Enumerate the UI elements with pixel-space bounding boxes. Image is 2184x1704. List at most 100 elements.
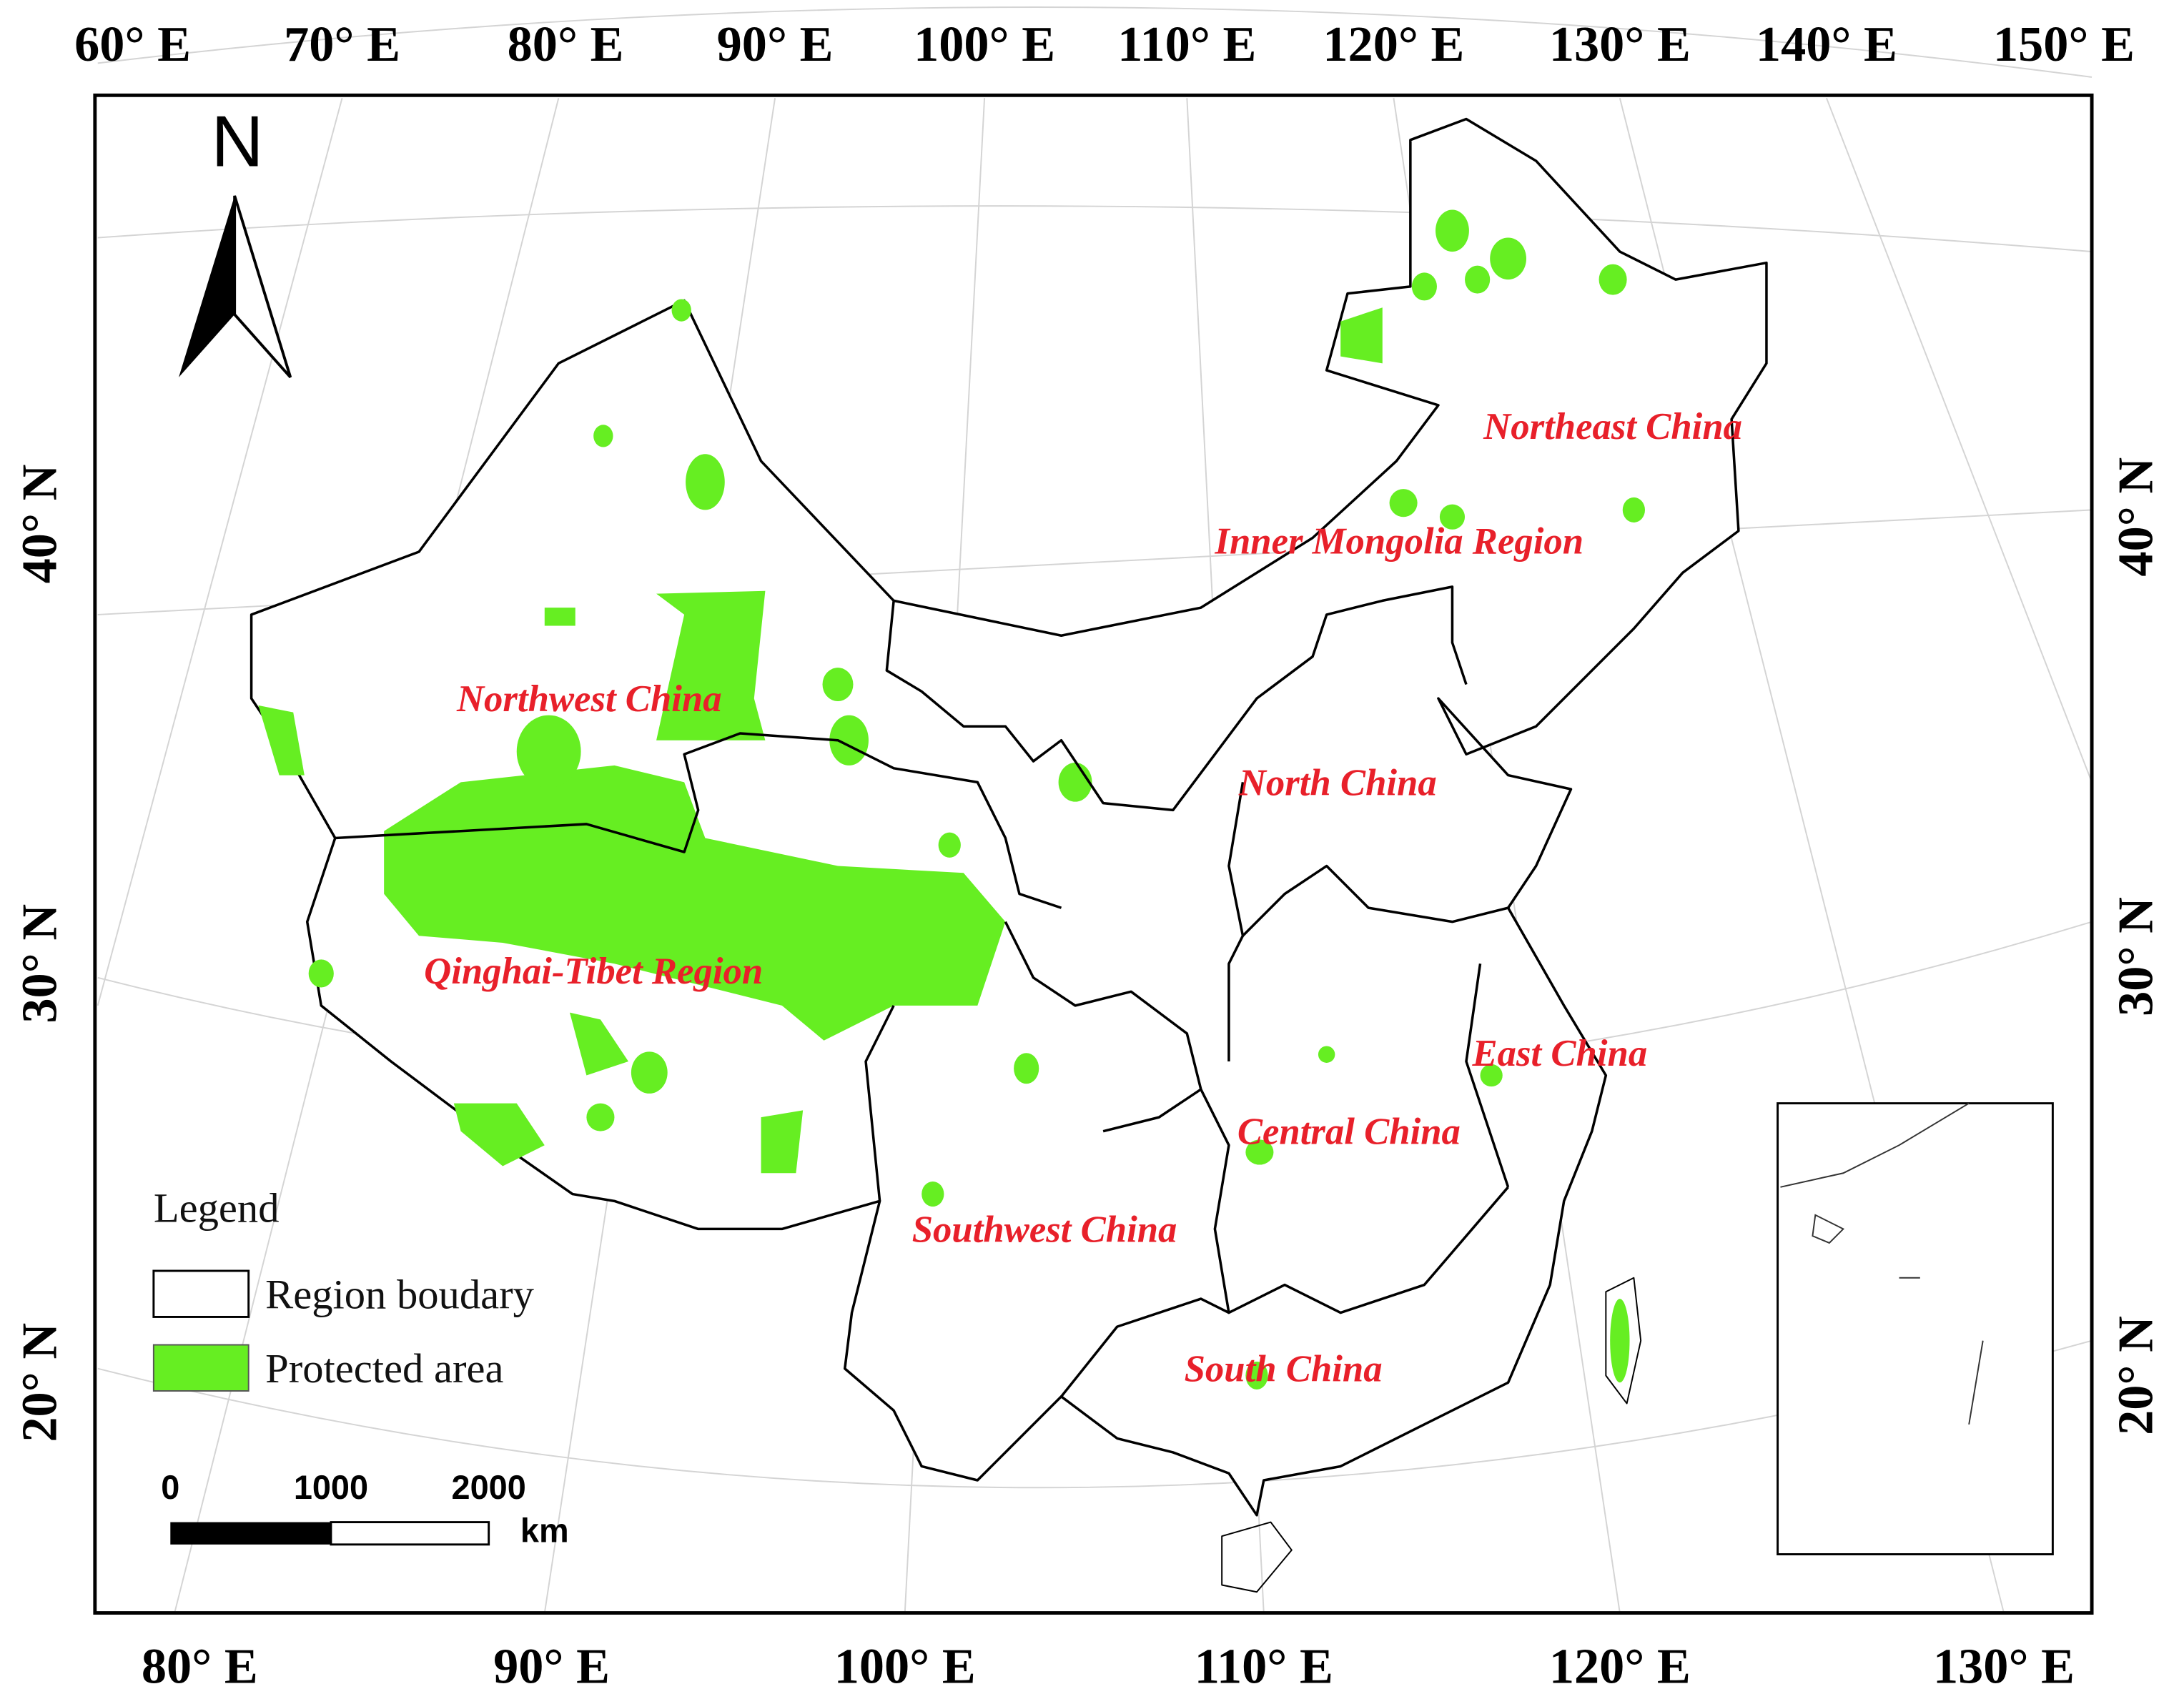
longitude-label: 80° E [142,1639,258,1695]
island [1605,1277,1642,1405]
longitude-label: 120° E [1323,16,1464,72]
protected-area [829,715,869,766]
legend-label: Protected area [265,1345,503,1392]
region-label: South China [1185,1349,1383,1390]
region-boundaries [335,585,1510,1397]
region-boundary [335,732,1062,909]
latitude-label: 40° N [2108,457,2164,577]
protected-area [1610,1299,1630,1383]
region-label: Inner Mongolia Region [1214,520,1583,562]
longitude-label: 110° E [1195,1639,1333,1695]
protected-areas [258,209,1646,1390]
protected-area [586,1103,615,1131]
protected-area [1465,265,1491,294]
inset-map [1777,1102,2054,1555]
scale-label: 2000 [452,1469,526,1506]
country-outline [249,117,1768,1517]
region-boundary [1227,935,1245,1061]
protected-area [1622,497,1646,523]
region-boundary [864,1005,895,1202]
protected-area [1245,1361,1268,1390]
protected-area [938,832,961,858]
scale-bar [330,1521,490,1546]
protected-area [569,1012,628,1076]
inset-outline [1780,1102,1984,1425]
graticule-line [97,6,2092,78]
region-boundary [1227,782,1509,937]
protected-area [1389,489,1418,517]
graticule-line [1826,97,2092,783]
protected-area [671,299,691,322]
protected-area [761,1110,804,1174]
protected-area [1480,1064,1503,1087]
protected-area [656,590,766,740]
longitude-label: 130° E [1933,1639,2075,1695]
longitude-label: 80° E [508,16,624,72]
protected-area [1318,1046,1335,1063]
protected-area [1436,209,1469,252]
region-label: Northwest China [456,678,722,720]
protected-area [1058,762,1092,802]
longitude-label: 100° E [914,16,1055,72]
longitude-label: 110° E [1117,16,1256,72]
longitude-label: 120° E [1549,1639,1691,1695]
longitude-label: 130° E [1549,16,1691,72]
protected-area [593,425,613,447]
protected-area [822,668,854,702]
region-label: Qinghai-Tibet Region [424,951,763,992]
protected-area [1599,264,1627,295]
scale-bar [170,1522,331,1545]
protected-area [686,454,725,510]
region-boundary [1004,921,1509,1314]
protected-area [308,959,334,988]
protected-area [258,705,305,776]
protected-area [384,765,1006,1041]
region-boundary [1465,964,1510,1188]
protected-area [921,1181,944,1207]
protected-area [516,715,581,788]
longitude-label: 100° E [834,1639,976,1695]
region-boundary [1060,1297,1230,1397]
north-arrow [179,195,235,377]
island [1221,1521,1293,1593]
region-label: Central China [1237,1111,1461,1153]
protected-area [544,608,575,626]
graticule-line [97,97,343,1006]
protected-area [1245,1139,1274,1165]
latitude-label: 40° N [12,465,68,584]
longitude-label: 60° E [74,16,191,72]
protected-area [1340,307,1383,364]
protected-area [453,1103,545,1166]
graticule-line [97,205,2092,253]
longitude-label: 90° E [493,1639,610,1695]
latitude-label: 20° N [12,1323,68,1442]
longitude-label: 150° E [1993,16,2135,72]
region-label: Northeast China [1483,406,1742,447]
protected-area [1014,1053,1039,1084]
protected-area [1439,504,1466,530]
region-label: East China [1472,1033,1648,1074]
region-label: Southwest China [912,1209,1177,1250]
protected-area [1411,272,1437,301]
longitude-label: 70° E [284,16,400,72]
region-label: North China [1238,762,1437,803]
latitude-label: 30° N [12,904,68,1024]
map-frame [93,93,2094,1615]
north-label: N [211,100,263,182]
region-boundary [1102,1088,1202,1133]
protected-area [631,1051,668,1094]
scale-label: 1000 [294,1469,368,1506]
latitude-label: 20° N [2108,1316,2164,1435]
legend-title: Legend [154,1184,280,1231]
longitude-label: 140° E [1756,16,1897,72]
legend-label: Region boudary [265,1272,535,1318]
scale-unit: km [520,1512,569,1550]
scale-label: 0 [161,1469,179,1506]
legend-swatch [152,1269,250,1318]
longitude-label: 90° E [717,16,834,72]
north-arrow [233,195,292,379]
protected-area [1490,237,1526,280]
legend-swatch [152,1344,249,1392]
latitude-label: 30° N [2108,897,2164,1016]
